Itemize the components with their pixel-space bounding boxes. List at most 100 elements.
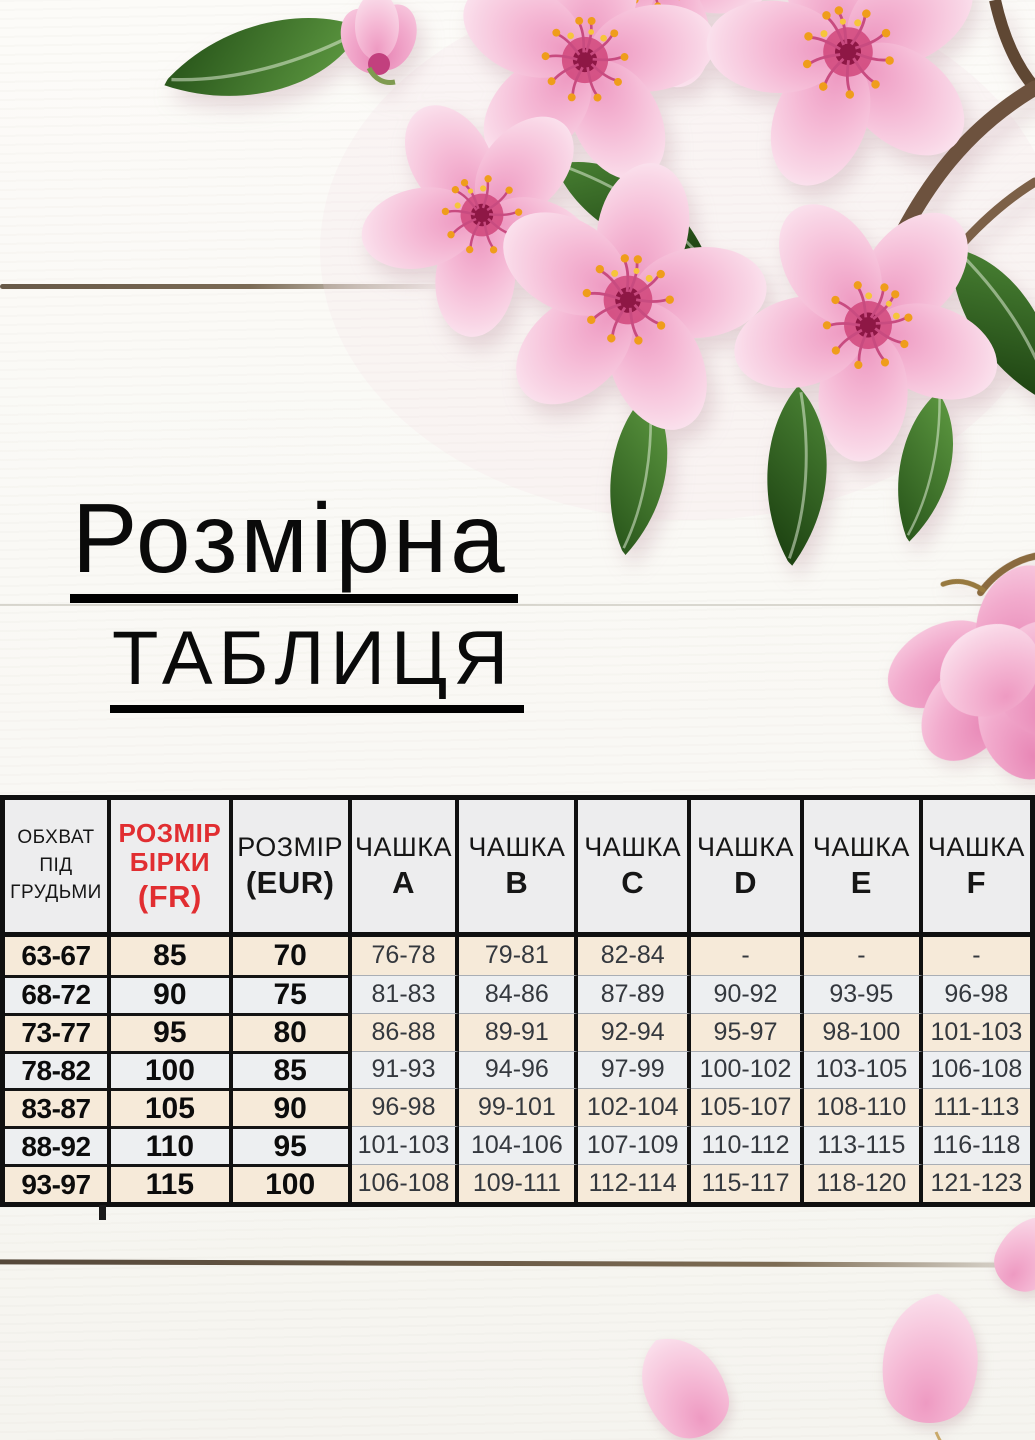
- size-cell: 97-99: [578, 1050, 692, 1089]
- size-cell: 112-114: [578, 1164, 692, 1202]
- petal-icon: [622, 1320, 744, 1440]
- size-cell: 115: [110, 1164, 233, 1202]
- size-cell: -: [803, 937, 923, 975]
- size-cell: 89-91: [459, 1012, 579, 1051]
- header-line: ГРУДЬМИ: [10, 882, 102, 904]
- size-cell: 70: [232, 937, 352, 975]
- header-line: ЧАШКА: [927, 832, 1025, 862]
- size-cell: 106-108: [922, 1050, 1030, 1089]
- size-cell: 63-67: [5, 937, 111, 975]
- size-cell: 75: [232, 974, 352, 1013]
- header-line: E: [850, 865, 872, 900]
- size-cell: 83-87: [5, 1088, 111, 1127]
- size-cell: 95: [232, 1126, 352, 1165]
- header-line: C: [621, 865, 645, 900]
- size-cell: 73-77: [5, 1012, 111, 1051]
- size-cell: 98-100: [803, 1012, 923, 1051]
- size-cell: 110: [110, 1126, 233, 1165]
- petal-icon: [982, 1200, 1035, 1304]
- size-cell: 116-118: [922, 1126, 1030, 1165]
- size-cell: 111-113: [922, 1088, 1030, 1127]
- size-cell: 96-98: [351, 1088, 460, 1127]
- header-line: D: [734, 865, 757, 900]
- header-line: РОЗМІР: [118, 818, 222, 848]
- size-chart-table: ОБХВАТ ПІД ГРУДЬМИ РОЗМІР БІРКИ (FR) РОЗМІР (EU…: [0, 795, 1035, 1207]
- header-line: ЧАШКА: [697, 832, 795, 862]
- header-cell-3: ЧАШКА A: [351, 800, 460, 937]
- header-line: РОЗМІР: [237, 832, 344, 862]
- size-cell: 110-112: [691, 1126, 804, 1165]
- size-cell: 80: [232, 1012, 352, 1051]
- size-cell: 88-92: [5, 1126, 111, 1165]
- size-cell: 118-120: [803, 1164, 923, 1202]
- header-line: ОБХВАТ: [17, 826, 95, 848]
- size-cell: 109-111: [459, 1164, 579, 1202]
- petal-icon: [877, 1288, 985, 1428]
- size-cell: 90: [110, 974, 233, 1013]
- size-cell: 95-97: [691, 1012, 804, 1051]
- size-cell: 115-117: [691, 1164, 804, 1202]
- size-cell: 107-109: [578, 1126, 692, 1165]
- header-cell-0: ОБХВАТ ПІД ГРУДЬМИ: [5, 800, 111, 937]
- size-cell: 106-108: [351, 1164, 460, 1202]
- size-cell: 95: [110, 1012, 233, 1051]
- header-line: ЧАШКА: [812, 832, 910, 862]
- size-cell: 87-89: [578, 974, 692, 1013]
- size-cell: 102-104: [578, 1088, 692, 1127]
- size-cell: 104-106: [459, 1126, 579, 1165]
- side-flower: [887, 551, 1035, 780]
- size-cell: 81-83: [351, 974, 460, 1013]
- size-cell: 100-102: [691, 1050, 804, 1089]
- header-cell-7: ЧАШКА E: [803, 800, 923, 937]
- header-cell-4: ЧАШКА B: [459, 800, 579, 937]
- size-cell: 121-123: [922, 1164, 1030, 1202]
- size-cell: 108-110: [803, 1088, 923, 1127]
- size-cell: 100: [110, 1050, 233, 1089]
- header-line: БІРКИ: [129, 847, 211, 877]
- size-cell: 93-95: [803, 974, 923, 1013]
- leaf-icon: [154, 2, 373, 115]
- header-line: (EUR): [245, 865, 335, 900]
- header-cell-5: ЧАШКА C: [578, 800, 692, 937]
- header-cell-6: ЧАШКА D: [691, 800, 804, 937]
- page-title: Розмірна ТАБЛИЦЯ: [70, 485, 525, 713]
- header-line: ЧАШКА: [468, 832, 566, 862]
- size-cell: 94-96: [459, 1050, 579, 1089]
- size-cell: 79-81: [459, 937, 579, 975]
- title-line-1: Розмірна: [70, 485, 518, 603]
- header-cell-2: РОЗМІР (EUR): [232, 800, 352, 937]
- branch: [989, 0, 1035, 92]
- blossom-cluster: [154, 0, 1035, 570]
- size-cell: 101-103: [922, 1012, 1030, 1051]
- size-cell: 105-107: [691, 1088, 804, 1127]
- size-cell: -: [922, 937, 1030, 975]
- size-cell: 91-93: [351, 1050, 460, 1089]
- wood-plank-seam-top: [0, 284, 455, 289]
- header-line: ЧАШКА: [355, 832, 452, 862]
- size-cell: 86-88: [351, 1012, 460, 1051]
- size-cell: 85: [232, 1050, 352, 1089]
- header-cell-1: РОЗМІР БІРКИ (FR): [110, 800, 233, 937]
- size-cell: 113-115: [803, 1126, 923, 1165]
- size-cell: 100: [232, 1164, 352, 1202]
- size-cell: 68-72: [5, 974, 111, 1013]
- size-cell: 84-86: [459, 974, 579, 1013]
- size-cell: 96-98: [922, 974, 1030, 1013]
- size-cell: 101-103: [351, 1126, 460, 1165]
- table-border-artifact: [99, 1205, 106, 1220]
- header-line: ЧАШКА: [584, 832, 682, 862]
- size-cell: 93-97: [5, 1164, 111, 1202]
- size-cell: -: [691, 937, 804, 975]
- header-line: (FR): [137, 879, 202, 914]
- header-line: B: [505, 865, 529, 900]
- header-line: F: [966, 865, 987, 900]
- size-cell: 103-105: [803, 1050, 923, 1089]
- header-line: A: [392, 865, 415, 900]
- size-cell: 82-84: [578, 937, 692, 975]
- size-cell: 85: [110, 937, 233, 975]
- size-cell: 78-82: [5, 1050, 111, 1089]
- size-cell: 92-94: [578, 1012, 692, 1051]
- flower-bud: [340, 0, 417, 85]
- header-line: ПІД: [39, 854, 73, 876]
